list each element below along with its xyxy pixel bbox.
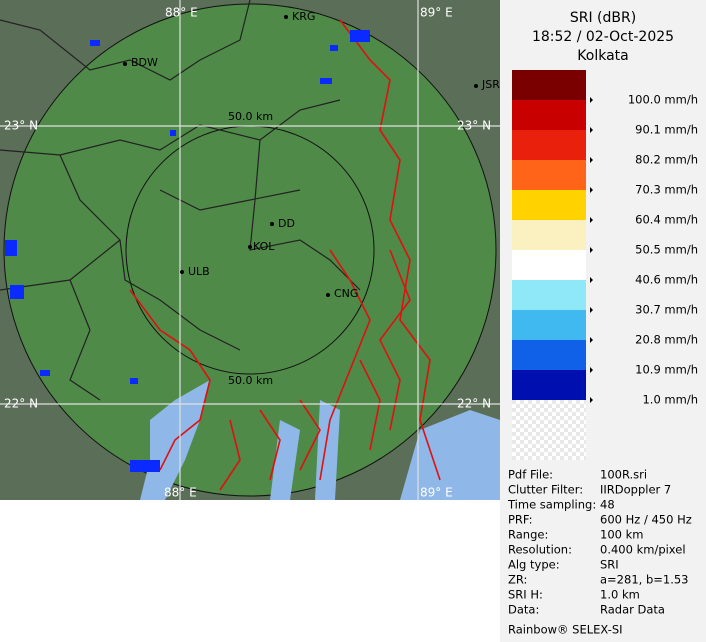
info-key: Range: xyxy=(508,528,548,542)
rain-echoes xyxy=(5,30,370,472)
info-key: ZR: xyxy=(508,573,527,587)
info-key: Alg type: xyxy=(508,558,560,572)
legend-swatch xyxy=(512,250,586,280)
legend-tick xyxy=(590,217,593,223)
city-label: CNG xyxy=(334,287,358,300)
info-key: PRF: xyxy=(508,513,533,527)
side-panel: SRI (dBR) 18:52 / 02-Oct-2025 Kolkata Ra… xyxy=(500,0,706,642)
info-value: 0.400 km/pixel xyxy=(600,543,686,557)
city-label: JSR xyxy=(481,78,500,91)
panel-title: SRI (dBR) xyxy=(570,10,636,26)
legend-tick xyxy=(590,187,593,193)
legend-tick xyxy=(590,247,593,253)
rivers xyxy=(129,19,441,491)
legend-swatch-nodata xyxy=(512,400,586,460)
legend-label: 30.7 mm/h xyxy=(635,303,698,317)
city-label: KRG xyxy=(292,10,315,23)
legend-label: 90.1 mm/h xyxy=(635,123,698,137)
info-key: Data: xyxy=(508,603,539,617)
legend-swatch xyxy=(512,100,586,130)
legend-tick xyxy=(590,337,593,343)
info-value: 600 Hz / 450 Hz xyxy=(600,513,692,527)
legend-label: 50.5 mm/h xyxy=(635,243,698,257)
legend-label: 20.8 mm/h xyxy=(635,333,698,347)
legend-tick xyxy=(590,367,593,373)
map: 88° E 89° E 23° N 23° N 22° N 22° N 88° … xyxy=(0,0,500,500)
info-key: Time sampling: xyxy=(507,498,596,512)
legend-tick xyxy=(590,277,593,283)
city-label: ULB xyxy=(188,265,210,278)
grid-label: 22° N xyxy=(4,397,38,411)
legend-swatch xyxy=(512,340,586,370)
water xyxy=(140,380,500,500)
legend-label: 80.2 mm/h xyxy=(635,153,698,167)
grid-label: 89° E xyxy=(420,486,453,500)
info-key: Pdf File: xyxy=(508,468,553,482)
info-value: IIRDoppler 7 xyxy=(600,483,671,497)
legend-tick xyxy=(590,397,593,403)
legend-label: 10.9 mm/h xyxy=(635,363,698,377)
grid-label: 88° E xyxy=(164,486,197,500)
footer: Rainbow® SELEX-SI xyxy=(508,623,623,637)
legend-label: 100.0 mm/h xyxy=(628,93,698,107)
legend-label: 40.6 mm/h xyxy=(635,273,698,287)
legend-swatch xyxy=(512,370,586,400)
city-label: KOL xyxy=(253,240,275,253)
info-value: 100 km xyxy=(600,528,643,542)
city-label: BDW xyxy=(131,56,158,69)
grid-label: 23° N xyxy=(4,119,38,133)
legend-tick xyxy=(590,127,593,133)
info-value: 1.0 km xyxy=(600,588,640,602)
legend-swatch xyxy=(512,280,586,310)
legend-tick xyxy=(590,97,593,103)
info-value: a=281, b=1.53 xyxy=(600,573,689,587)
legend-swatch xyxy=(512,220,586,250)
legend-swatch xyxy=(512,190,586,220)
info-key: Resolution: xyxy=(508,543,572,557)
info-value: 48 xyxy=(600,498,615,512)
city-label: DD xyxy=(278,217,295,230)
panel-title: Kolkata xyxy=(577,48,628,64)
legend-swatch xyxy=(512,160,586,190)
legend-label: 1.0 mm/h xyxy=(642,393,698,407)
legend-tick xyxy=(590,157,593,163)
graticule xyxy=(0,0,500,500)
legend-swatch xyxy=(512,70,586,100)
grid-label: 88° E xyxy=(165,6,198,20)
grid-label: 22° N xyxy=(457,397,491,411)
grid-label: 89° E xyxy=(420,6,453,20)
info-value: SRI xyxy=(600,558,619,572)
info-value: Radar Data xyxy=(600,603,665,617)
legend-label: 60.4 mm/h xyxy=(635,213,698,227)
cities: KRG BDW JSR DD KOL ULB CNG xyxy=(123,10,500,300)
ring-label: 50.0 km xyxy=(228,374,273,387)
info-key: SRI H: xyxy=(508,588,543,602)
legend-swatch xyxy=(512,130,586,160)
legend-tick xyxy=(590,307,593,313)
info-value: 100R.sri xyxy=(600,468,647,482)
ring-label: 50.0 km xyxy=(228,110,273,123)
legend-label: 70.3 mm/h xyxy=(635,183,698,197)
grid-label: 23° N xyxy=(457,119,491,133)
legend-swatch xyxy=(512,310,586,340)
info-key: Clutter Filter: xyxy=(508,483,583,497)
panel-title: 18:52 / 02-Oct-2025 xyxy=(532,29,674,45)
